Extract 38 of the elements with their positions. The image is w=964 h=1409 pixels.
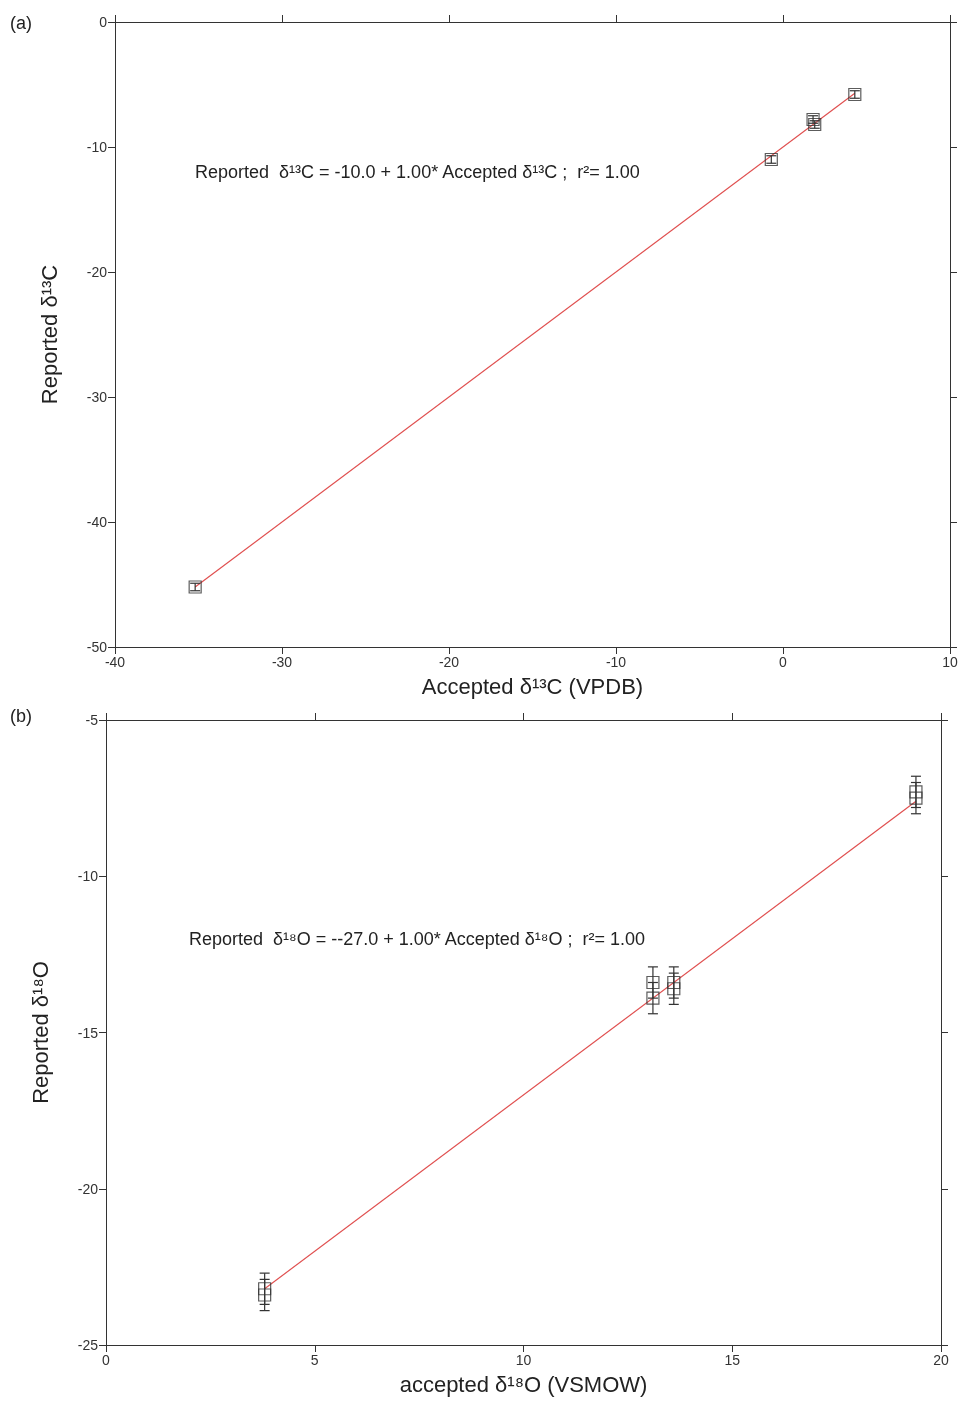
x-tick-label: 0 [779, 654, 788, 670]
x-tick-label: -10 [605, 654, 627, 670]
y-tick-label: -5 [85, 712, 99, 728]
annotation: Reported δ¹⁸O = --27.0 + 1.00* Accepted δ¹⁸O ; r²= 1.00 [189, 929, 645, 949]
x-tick-label: -30 [271, 654, 293, 670]
point [258, 1288, 272, 1302]
point [646, 991, 660, 1005]
point [667, 975, 681, 990]
x-axis-title: Accepted δ¹³C (VPDB) [421, 673, 644, 699]
x-tick-label: 10 [942, 654, 958, 670]
y-tick-label: -30 [86, 389, 108, 405]
y-tick-label: -40 [86, 514, 108, 530]
point [909, 791, 923, 805]
y-axis-title: Reported δ¹³C [36, 264, 62, 405]
x-tick-label: 10 [515, 1352, 532, 1368]
y-tick-label: -25 [77, 1337, 99, 1353]
y-axis-title: Reported δ¹⁸O [27, 961, 53, 1104]
point [667, 982, 681, 996]
y-tick-label: -10 [86, 139, 108, 155]
chart-title: (a) [10, 13, 32, 33]
x-axis-title: accepted δ¹⁸O (VSMOW) [399, 1371, 648, 1397]
x-tick-label: 20 [933, 1352, 949, 1368]
point [909, 785, 923, 799]
y-tick-label: -20 [77, 1180, 99, 1197]
y-tick-label: 0 [99, 14, 108, 30]
x-tick-label: 15 [724, 1352, 741, 1368]
y-tick-label: -15 [77, 1024, 99, 1041]
y-tick-label: -50 [86, 639, 108, 655]
point [258, 1282, 272, 1296]
x-tick-label: -20 [438, 654, 460, 670]
y-tick-label: -10 [77, 868, 99, 885]
point [808, 117, 822, 132]
point [646, 975, 660, 990]
x-tick-label: -40 [104, 654, 126, 670]
x-tick-label: 5 [310, 1352, 319, 1368]
chart-title: (b) [10, 706, 32, 726]
annotation: Reported δ¹³C = -10.0 + 1.00* Accepted δ¹³C ; r²= 1.00 [195, 162, 640, 182]
y-tick-label: -20 [86, 264, 108, 280]
